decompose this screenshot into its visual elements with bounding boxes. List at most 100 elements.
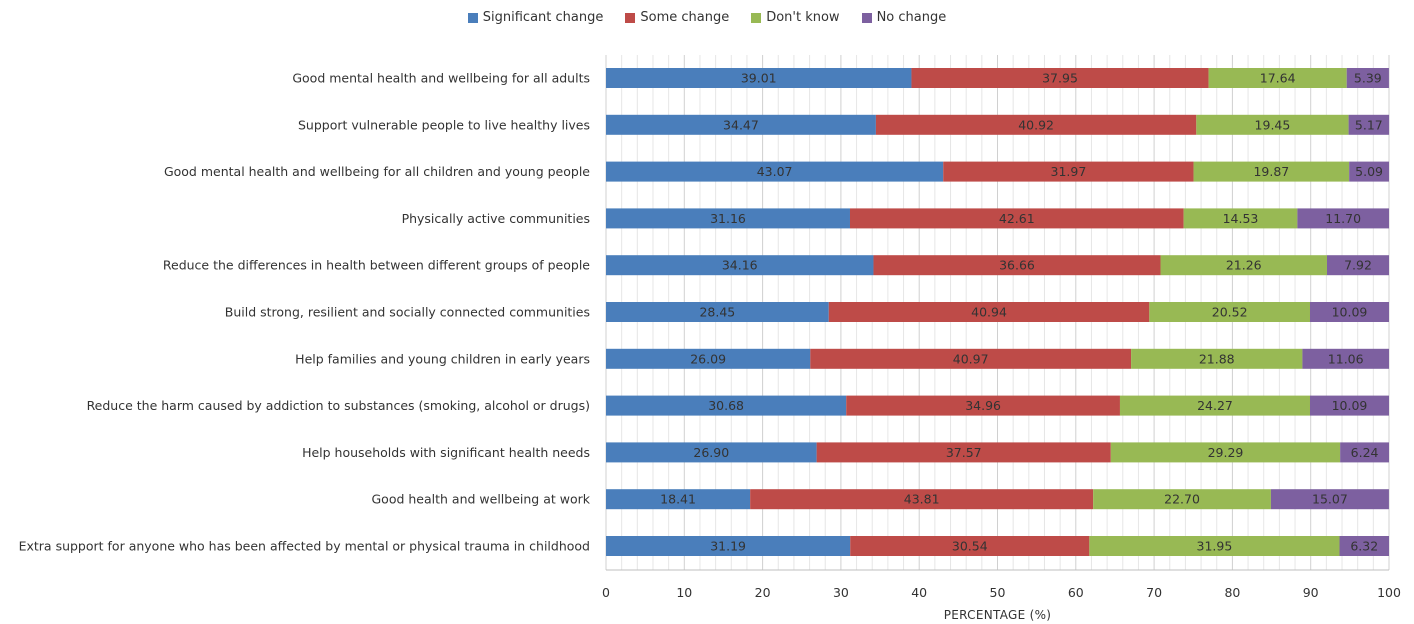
bar-segment [1346, 68, 1389, 88]
bar-segment [606, 395, 847, 416]
bar-segment [1119, 395, 1310, 416]
data-label: 18.41 [660, 492, 696, 507]
x-tick-label: 20 [755, 585, 771, 600]
bar-segment [1349, 161, 1389, 182]
x-tick-label: 40 [911, 585, 927, 600]
bar-segment [828, 302, 1150, 322]
category-label: Good health and wellbeing at work [372, 492, 591, 507]
data-label: 29.29 [1208, 445, 1244, 460]
legend-item: Significant change [467, 10, 604, 25]
data-label: 37.95 [1042, 71, 1078, 86]
data-label: 31.19 [710, 539, 746, 554]
bar-segment [1160, 255, 1327, 276]
data-label: 17.64 [1260, 71, 1296, 86]
data-label: 34.47 [723, 117, 759, 132]
legend-swatch [625, 12, 636, 23]
bar-segment [1297, 208, 1389, 229]
data-label: 11.06 [1328, 351, 1364, 366]
x-tick-label: 50 [990, 585, 1006, 600]
bar-segment [606, 114, 876, 135]
bar-segment [875, 114, 1197, 135]
bar-segment [606, 208, 850, 229]
legend-label: Significant change [482, 10, 604, 25]
bar-segment [810, 348, 1132, 369]
data-label: 34.96 [965, 398, 1001, 413]
data-label: 40.97 [953, 351, 989, 366]
chart-legend: Significant change Some change Don't know N… [0, 10, 1414, 25]
bar-segment [1089, 536, 1340, 556]
bar-segment [1110, 442, 1341, 463]
bar-segment [1196, 114, 1349, 135]
data-label: 7.92 [1344, 258, 1372, 273]
legend-swatch [751, 12, 762, 23]
data-label: 21.26 [1226, 258, 1262, 273]
data-label: 43.07 [757, 164, 793, 179]
category-label: Reduce the differences in health between… [163, 258, 590, 273]
data-label: 14.53 [1223, 211, 1259, 226]
data-label: 31.16 [710, 211, 746, 226]
x-axis-title: PERCENTAGE (%) [944, 608, 1052, 622]
data-label: 37.57 [946, 445, 982, 460]
bar-segment [606, 68, 912, 88]
data-label: 26.90 [693, 445, 729, 460]
data-label: 10.09 [1332, 398, 1368, 413]
data-label: 24.27 [1197, 398, 1233, 413]
data-label: 5.09 [1355, 164, 1383, 179]
bar-segment [943, 161, 1194, 182]
bar-segment [1183, 208, 1298, 229]
legend-item: Some change [625, 10, 729, 25]
bar-segment [1309, 302, 1389, 322]
data-label: 26.09 [690, 351, 726, 366]
bar-segment [606, 442, 817, 463]
bar-segment [850, 536, 1090, 556]
category-label: Help households with significant health … [302, 445, 590, 460]
bar-segment [606, 302, 829, 322]
bar-segment [1302, 348, 1389, 369]
bar-segment [1093, 489, 1271, 510]
legend-label: Some change [640, 10, 730, 25]
legend-swatch [467, 12, 478, 23]
data-label: 42.61 [999, 211, 1035, 226]
category-label: Good mental health and wellbeing for all… [164, 164, 590, 179]
bar-segment [1309, 395, 1389, 416]
data-label: 21.88 [1199, 351, 1235, 366]
bar-segment [846, 395, 1120, 416]
category-label: Good mental health and wellbeing for all… [292, 71, 590, 86]
bar-segment [849, 208, 1184, 229]
data-label: 5.17 [1355, 117, 1383, 132]
legend-item: No change [861, 10, 947, 25]
bar-segment [1326, 255, 1389, 276]
bar-segment [606, 161, 944, 182]
x-tick-label: 0 [602, 585, 610, 600]
x-tick-label: 10 [676, 585, 692, 600]
bar-segment [1131, 348, 1303, 369]
data-label: 28.45 [699, 305, 735, 320]
x-tick-label: 100 [1377, 585, 1401, 600]
data-label: 11.70 [1325, 211, 1361, 226]
category-label: Support vulnerable people to live health… [298, 117, 590, 132]
category-label: Physically active communities [402, 211, 590, 226]
x-tick-label: 30 [833, 585, 849, 600]
legend-item: Don't know [751, 10, 840, 25]
x-tick-label: 80 [1224, 585, 1240, 600]
bar-segment [1339, 536, 1389, 556]
data-label: 15.07 [1312, 492, 1348, 507]
data-label: 40.94 [971, 305, 1007, 320]
bar-segment [1348, 114, 1390, 135]
data-label: 20.52 [1212, 305, 1248, 320]
data-label: 6.32 [1350, 539, 1378, 554]
legend-label: No change [876, 10, 947, 25]
data-label: 34.16 [722, 258, 758, 273]
bar-segment [606, 348, 811, 369]
bar-segment [606, 536, 851, 556]
data-label: 6.24 [1351, 445, 1379, 460]
data-label: 19.45 [1255, 117, 1291, 132]
data-label: 30.54 [952, 539, 988, 554]
bar-segment [873, 255, 1161, 276]
data-label: 36.66 [999, 258, 1035, 273]
bar-segment [1340, 442, 1389, 463]
data-label: 19.87 [1253, 164, 1289, 179]
x-tick-label: 70 [1146, 585, 1162, 600]
category-label: Help families and young children in earl… [295, 351, 590, 366]
category-label: Extra support for anyone who has been af… [19, 539, 590, 554]
